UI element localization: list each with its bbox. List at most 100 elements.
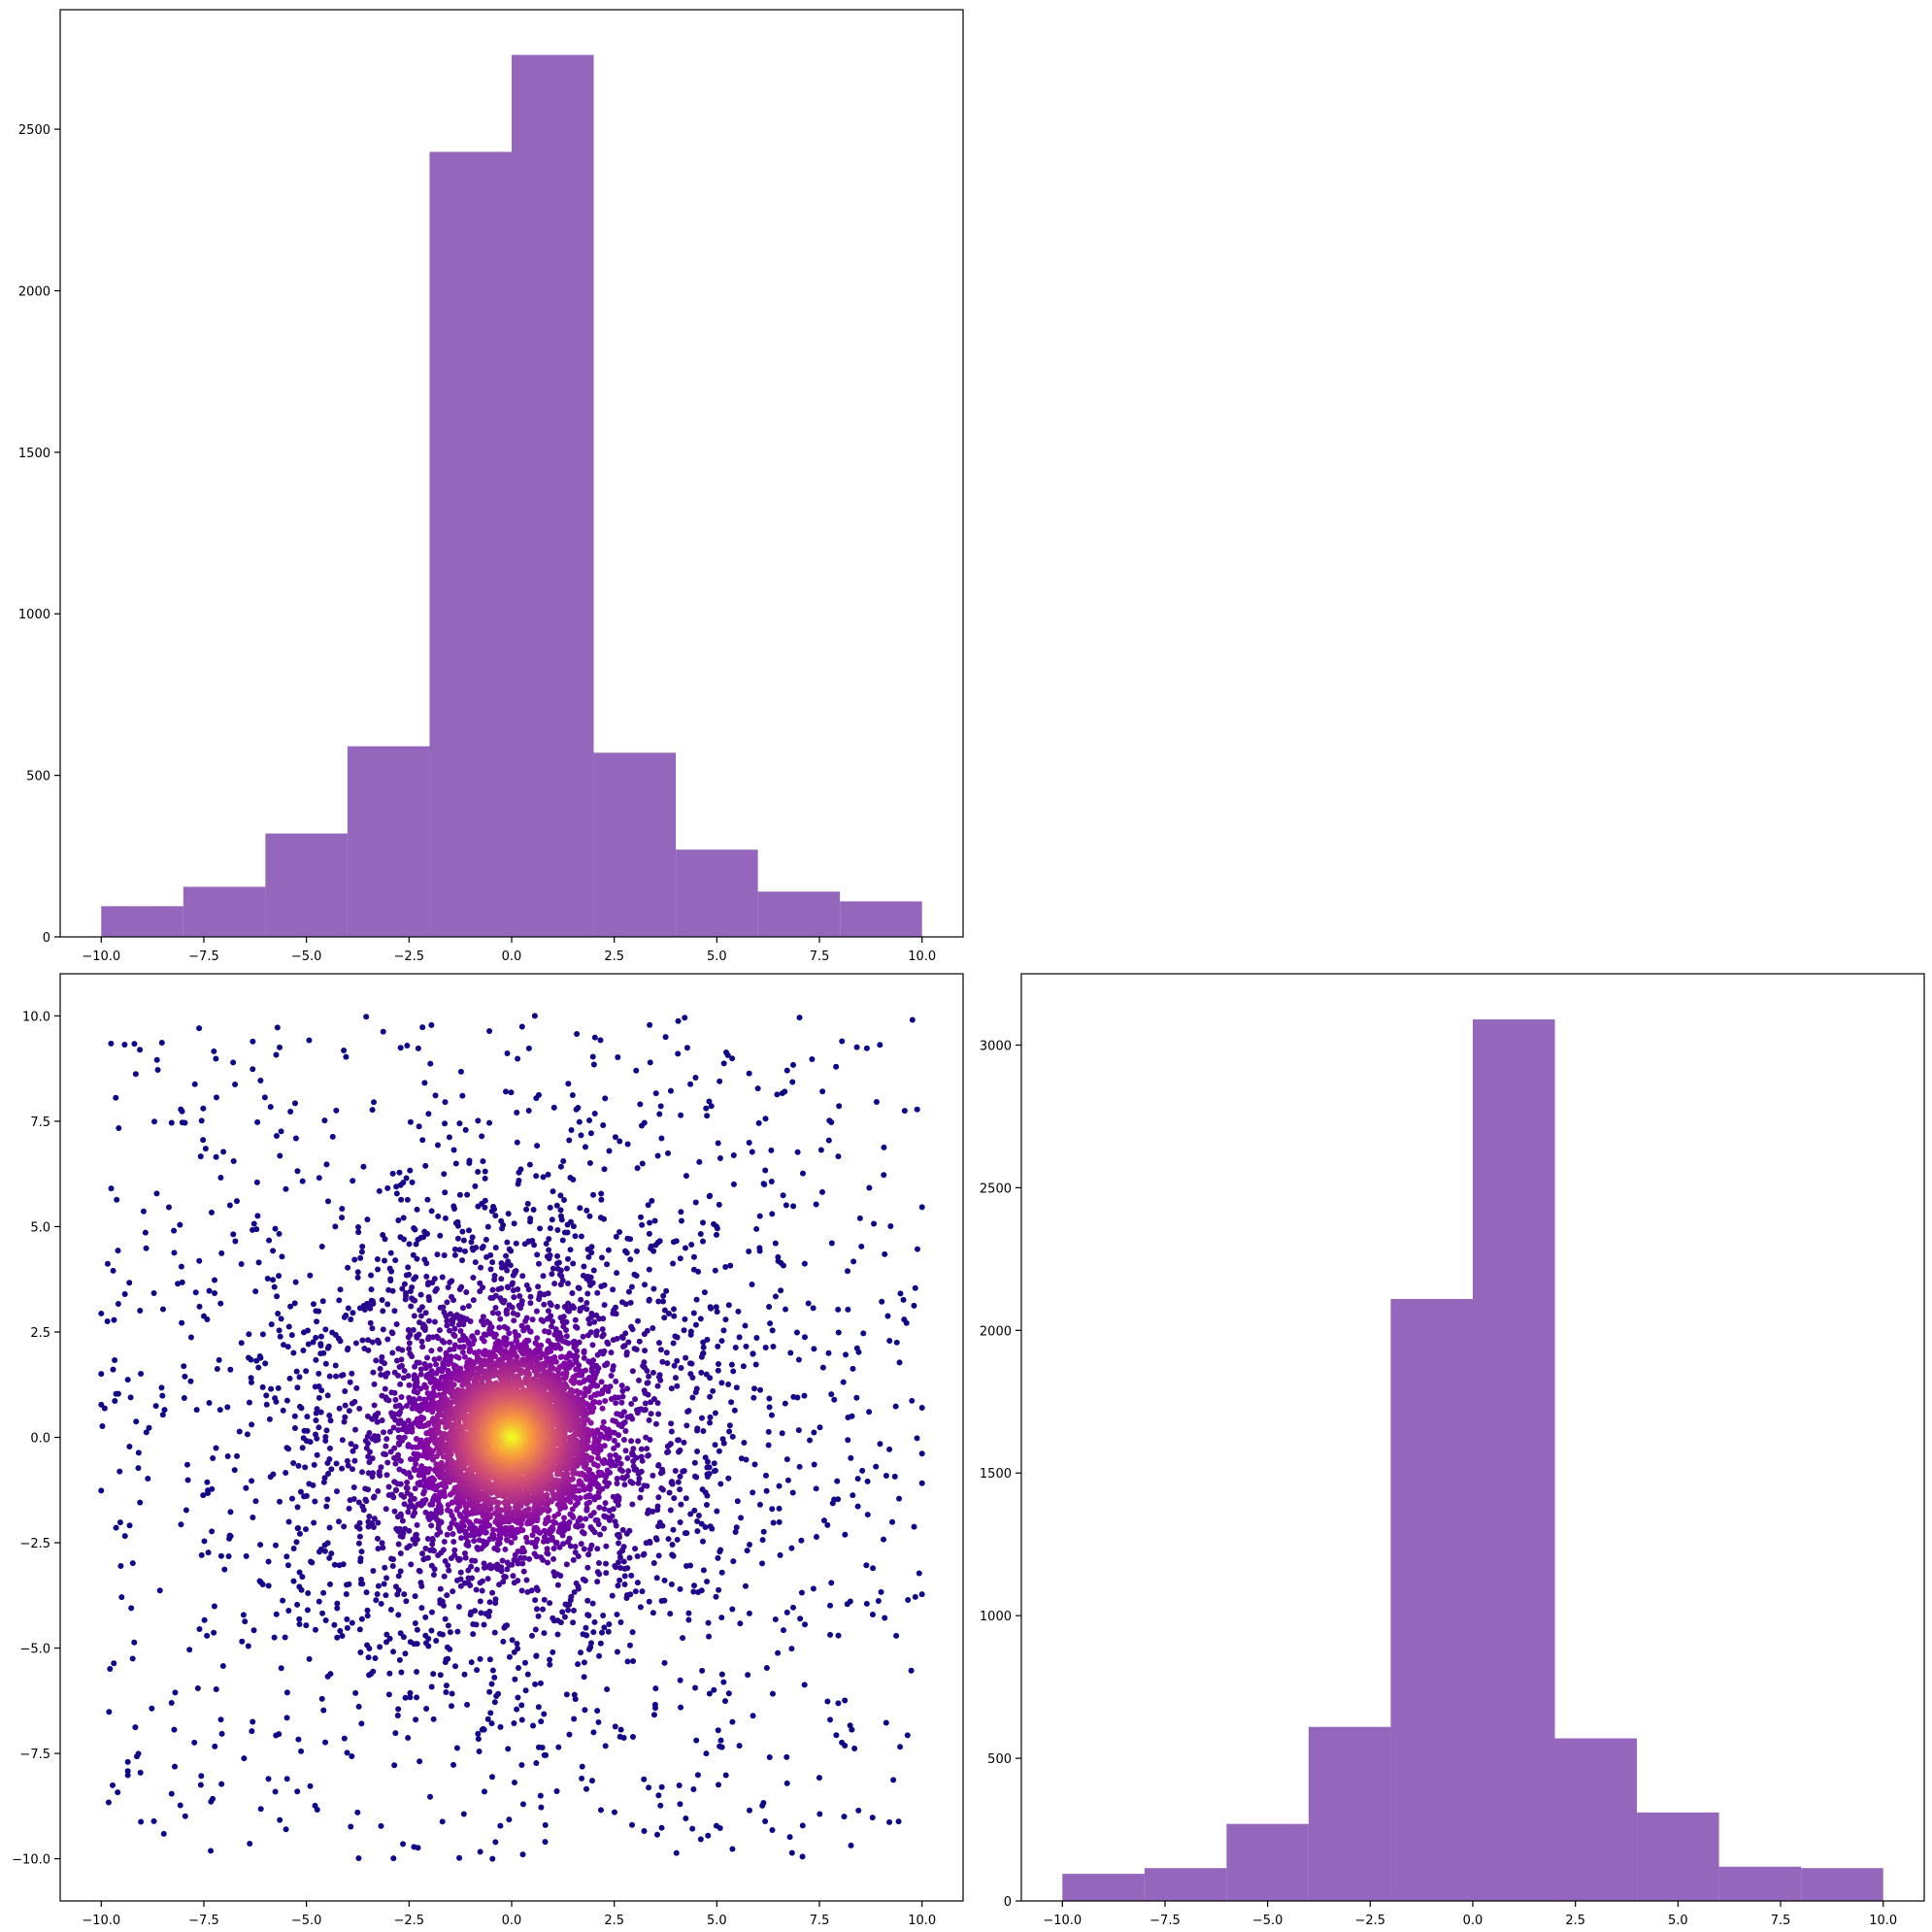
scatter-point [600, 1418, 607, 1425]
scatter-point [444, 1322, 450, 1329]
scatter-point [161, 1407, 168, 1414]
scatter-point [588, 1249, 595, 1256]
scatter-point [901, 1316, 908, 1323]
scatter-point [605, 1341, 612, 1348]
scatter-point [341, 1523, 348, 1530]
scatter-point [464, 1191, 471, 1198]
scatter-point [736, 1743, 743, 1749]
y-tick-label: 1000 [18, 608, 50, 622]
scatter-point [293, 1539, 300, 1546]
scatter-point [810, 1585, 816, 1592]
scatter-point [655, 1792, 662, 1799]
scatter-point [354, 1274, 361, 1281]
scatter-point [630, 1658, 637, 1665]
scatter-point [525, 1286, 532, 1293]
scatter-point [344, 1616, 350, 1622]
x-tick-label: 10.0 [908, 949, 936, 964]
scatter-point [687, 1081, 694, 1087]
scatter-point [272, 1788, 279, 1795]
scatter-point [634, 1580, 641, 1586]
scatter-point [275, 1384, 282, 1391]
scatter-point [344, 1457, 350, 1464]
scatter-point [350, 1466, 356, 1473]
scatter-point [858, 1243, 865, 1249]
scatter-point [377, 1365, 383, 1372]
scatter-point [586, 1213, 593, 1219]
scatter-point [365, 1337, 372, 1344]
scatter-point [579, 1775, 585, 1782]
scatter-point [217, 1716, 224, 1723]
scatter-point [270, 1471, 277, 1478]
scatter-point [219, 1663, 226, 1670]
scatter-point [193, 1407, 200, 1414]
scatter-point [594, 1708, 601, 1715]
scatter-point [664, 1443, 671, 1449]
scatter-point [693, 1737, 700, 1744]
scatter-point [665, 1310, 672, 1316]
scatter-point [451, 1246, 458, 1252]
scatter-point [504, 1049, 511, 1056]
scatter-point [503, 1088, 510, 1095]
scatter-point [280, 1597, 286, 1604]
scatter-point [594, 1579, 601, 1585]
scatter-point [489, 1774, 496, 1781]
y-tick-label: 0.0 [30, 1432, 50, 1447]
scatter-point [475, 1117, 482, 1124]
scatter-point [566, 1137, 573, 1144]
scatter-point [584, 1597, 591, 1604]
scatter-point [410, 1251, 416, 1258]
scatter-point [669, 1551, 676, 1558]
scatter-point [450, 1147, 457, 1153]
scatter-point [353, 1384, 360, 1391]
scatter-point [595, 1559, 602, 1566]
scatter-point [573, 1366, 580, 1373]
scatter-point [395, 1427, 402, 1434]
scatter-point [414, 1382, 420, 1389]
scatter-point [520, 1327, 527, 1334]
scatter-point [581, 1674, 587, 1681]
scatter-point [250, 1718, 256, 1725]
scatter-point [319, 1610, 326, 1616]
scatter-point [316, 1394, 322, 1401]
scatter-point [492, 1245, 499, 1251]
scatter-point [348, 1316, 354, 1322]
histogram-bar [265, 833, 348, 937]
scatter-point [319, 1298, 326, 1305]
scatter-point [364, 1613, 371, 1619]
scatter-point [579, 1529, 585, 1536]
scatter-point [508, 1341, 515, 1348]
scatter-point [557, 1207, 564, 1214]
scatter-point [742, 1582, 749, 1589]
scatter-point [414, 1641, 420, 1648]
scatter-point [285, 1607, 292, 1614]
scatter-point [486, 1028, 493, 1035]
scatter-point [106, 1709, 113, 1715]
scatter-point [402, 1650, 409, 1657]
scatter-point [674, 1536, 681, 1543]
scatter-point [527, 1218, 534, 1225]
scatter-point [645, 1202, 651, 1209]
scatter-point [612, 1723, 618, 1730]
scatter-point [339, 1437, 346, 1444]
scatter-point [653, 1831, 660, 1838]
scatter-point [746, 1610, 752, 1616]
scatter-point [657, 1470, 664, 1477]
scatter-point [365, 1486, 372, 1493]
scatter-point [668, 1385, 675, 1392]
scatter-point [527, 1293, 534, 1300]
scatter-point [895, 1818, 902, 1825]
scatter-point [524, 1671, 531, 1678]
scatter-point [365, 1347, 372, 1353]
scatter-point [914, 1246, 920, 1252]
scatter-point [152, 1403, 159, 1410]
y-tick-label: −5.0 [19, 1643, 50, 1657]
scatter-point [352, 1444, 359, 1450]
scatter-point [896, 1359, 903, 1366]
scatter-point [297, 1488, 304, 1495]
scatter-point [422, 1509, 429, 1516]
scatter-point [368, 1286, 375, 1293]
scatter-point [610, 1493, 616, 1500]
scatter-point [459, 1257, 466, 1264]
scatter-point [387, 1449, 394, 1455]
scatter-point [592, 1516, 599, 1523]
